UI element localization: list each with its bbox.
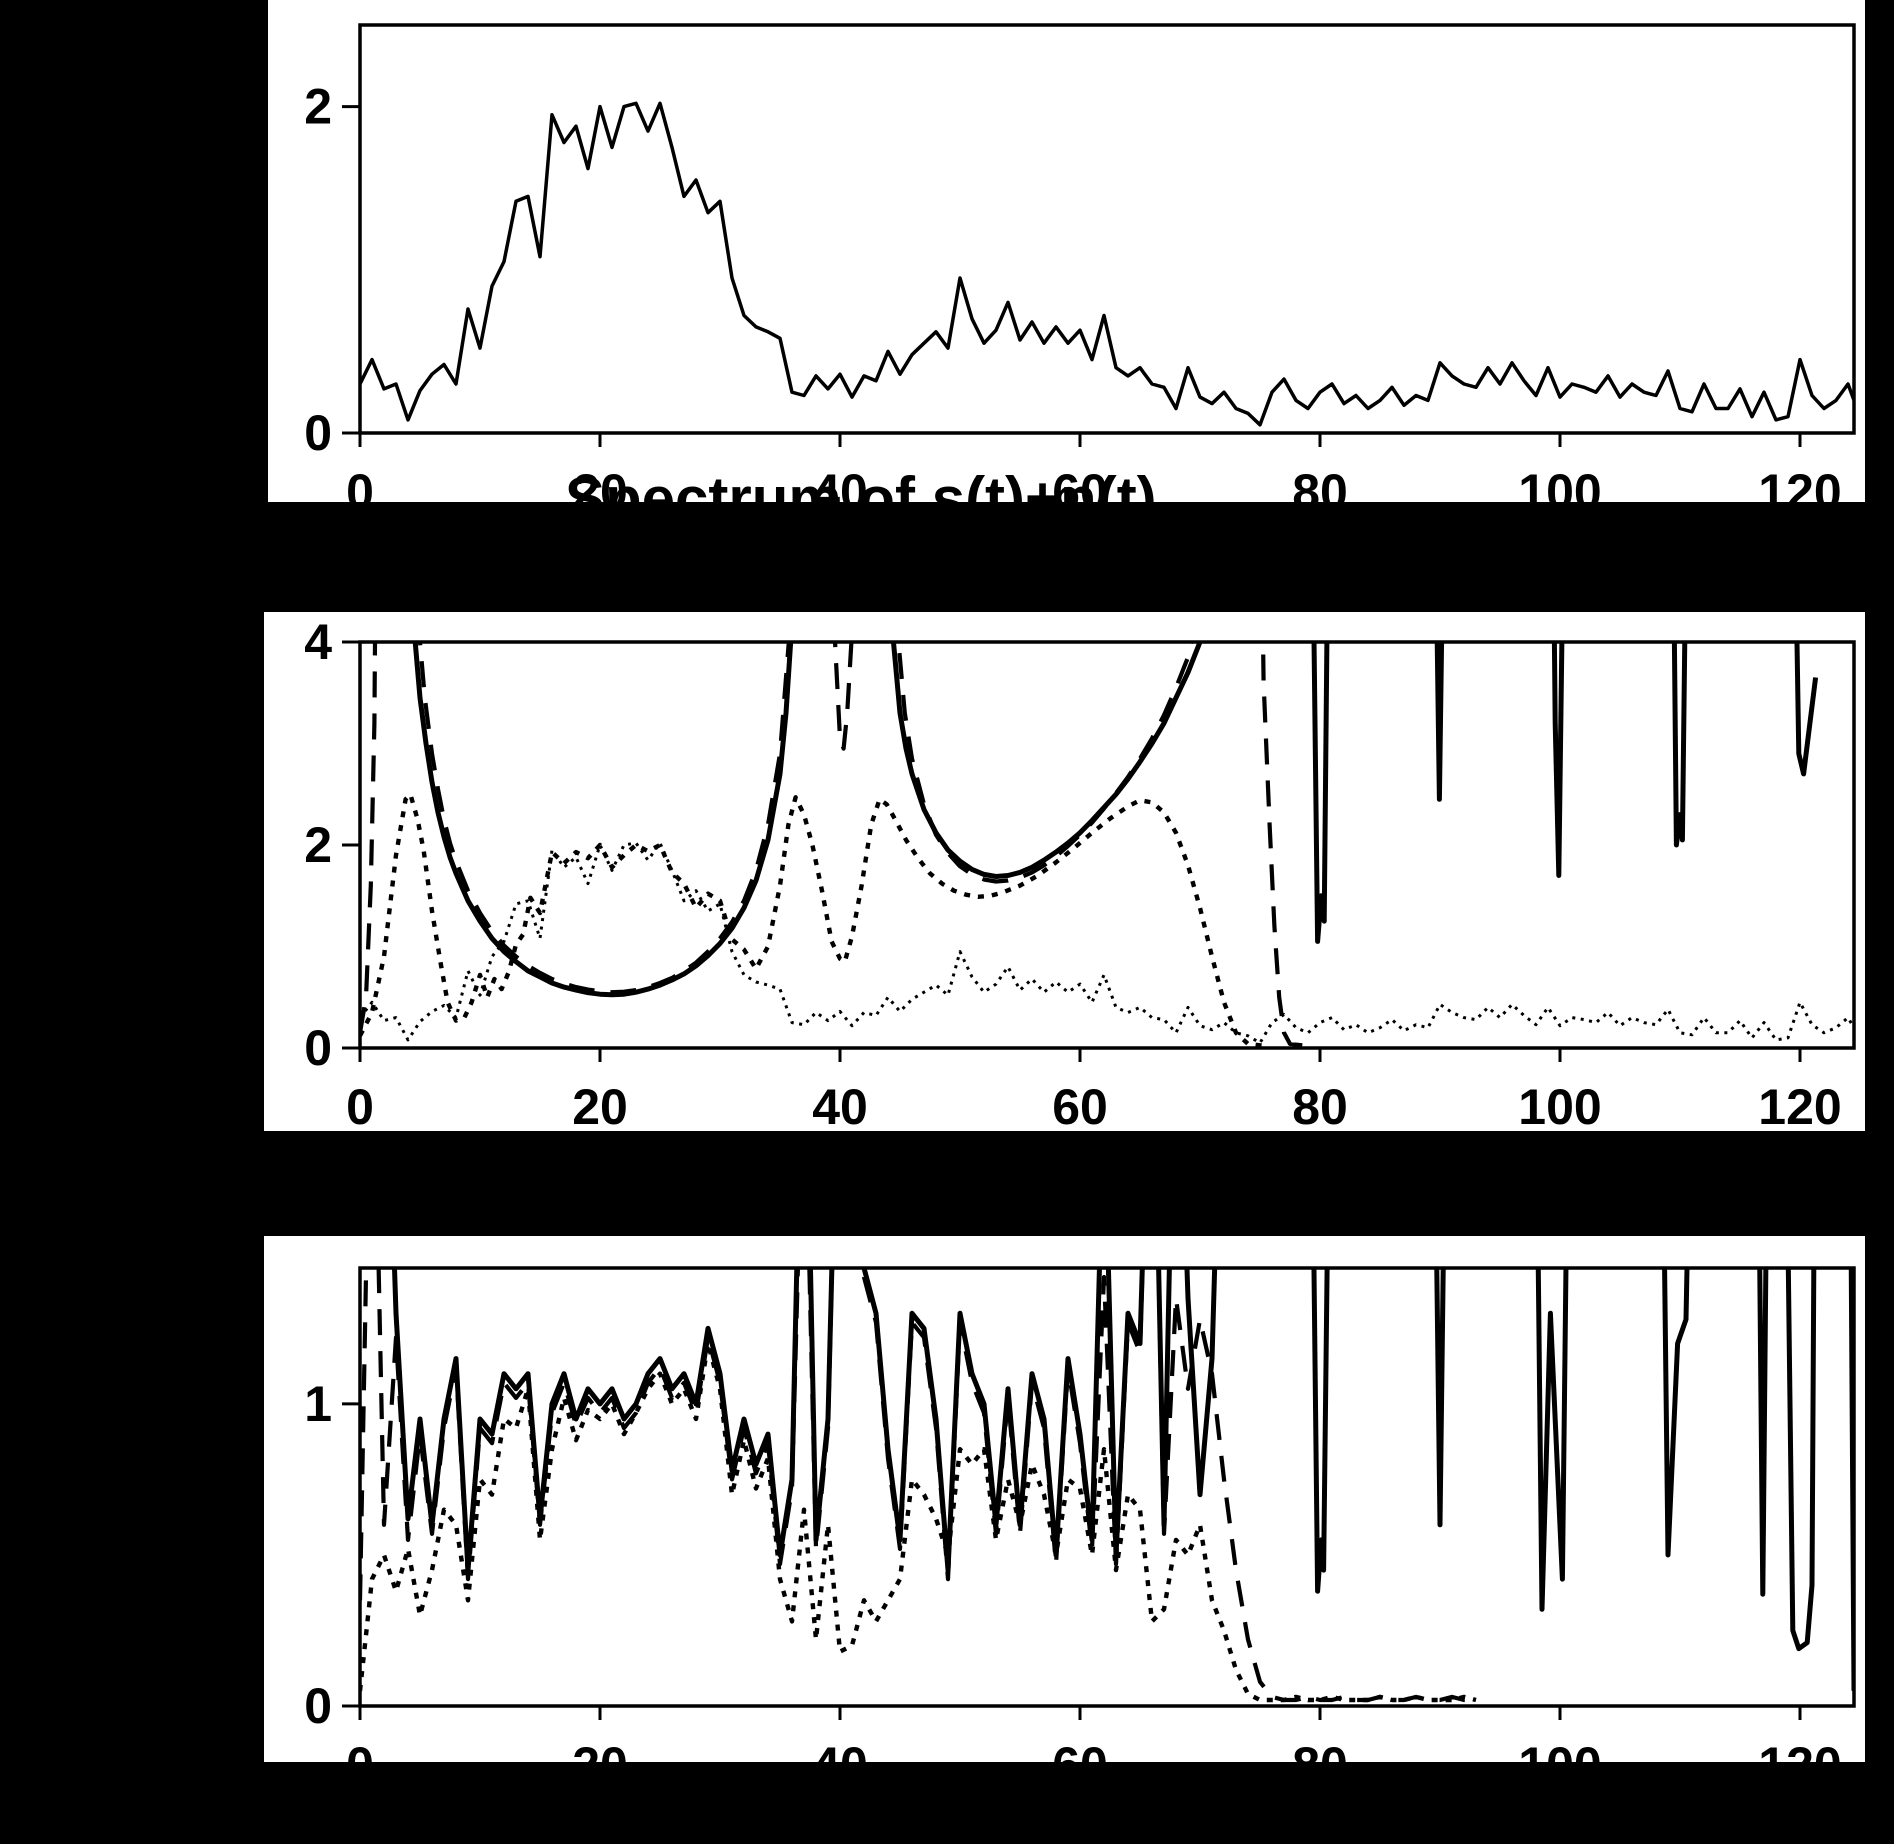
x-tick-label: 80	[1292, 1737, 1348, 1762]
y-tick-label: 0	[304, 405, 332, 461]
y-tick-label: 0	[304, 1678, 332, 1734]
x-tick-label: 0	[346, 464, 374, 502]
figure-title: Spectrum of s(t)+n(t)	[565, 465, 1157, 502]
chart-spectrum-top: 0 20 40 60 80 100 120 0 2	[304, 23, 1856, 502]
x-tick-label: 40	[812, 1737, 868, 1762]
x-tick-label: 60	[1052, 1737, 1108, 1762]
series-solid	[360, 101, 1854, 427]
y-tick-label: 1	[304, 1376, 332, 1432]
series-dots	[360, 841, 1854, 1045]
x-tick-label: 40	[812, 1079, 868, 1131]
panel-gain-functions: 0 20 40 60 80 100 120 0 1	[264, 1236, 1865, 1762]
x-tick-label: 100	[1518, 1737, 1601, 1762]
x-tick-label: 20	[572, 1737, 628, 1762]
y-tick-label: 0	[304, 1020, 332, 1076]
series-group	[360, 642, 1854, 1048]
series-group	[360, 1268, 1854, 1703]
x-tick-label: 60	[1052, 1079, 1108, 1131]
series-sq-dots	[360, 1341, 1477, 1703]
x-tick-label: 120	[1758, 1737, 1841, 1762]
series-dashed	[360, 1268, 1476, 1703]
series-group	[360, 101, 1854, 427]
x-tick-label: 20	[572, 1079, 628, 1131]
x-tick-label: 80	[1292, 464, 1348, 502]
panel-spectra-comparison: 0 20 40 60 80 100 120 0 2 4	[264, 612, 1865, 1131]
x-tick-label: 80	[1292, 1079, 1348, 1131]
y-tick-label: 4	[304, 614, 332, 670]
series-dashed	[360, 642, 1309, 1048]
x-tick-label: 40	[812, 464, 868, 502]
x-tick-label: 20	[572, 464, 628, 502]
y-tick-label: 2	[304, 79, 332, 135]
plot-frame	[358, 23, 1856, 435]
chart-spectra-comparison: 0 20 40 60 80 100 120 0 2 4	[304, 614, 1856, 1131]
chart-gain-functions: 0 20 40 60 80 100 120 0 1	[304, 1266, 1856, 1762]
x-tick-label: 0	[346, 1079, 374, 1131]
panel-spectrum-top: 0 20 40 60 80 100 120 0 2 Spectrum of s(t)+n(t)	[268, 0, 1865, 502]
series-thick	[412, 642, 1819, 998]
series-thick	[1311, 1268, 1854, 1691]
x-tick-label: 0	[346, 1737, 374, 1762]
series-sq-dots	[360, 792, 1267, 1048]
y-tick-label: 2	[304, 817, 332, 873]
x-tick-label: 120	[1758, 1079, 1841, 1131]
x-tick-label: 60	[1052, 464, 1108, 502]
x-tick-label: 100	[1518, 464, 1601, 502]
x-tick-label: 120	[1758, 464, 1841, 502]
x-tick-label: 100	[1518, 1079, 1601, 1131]
